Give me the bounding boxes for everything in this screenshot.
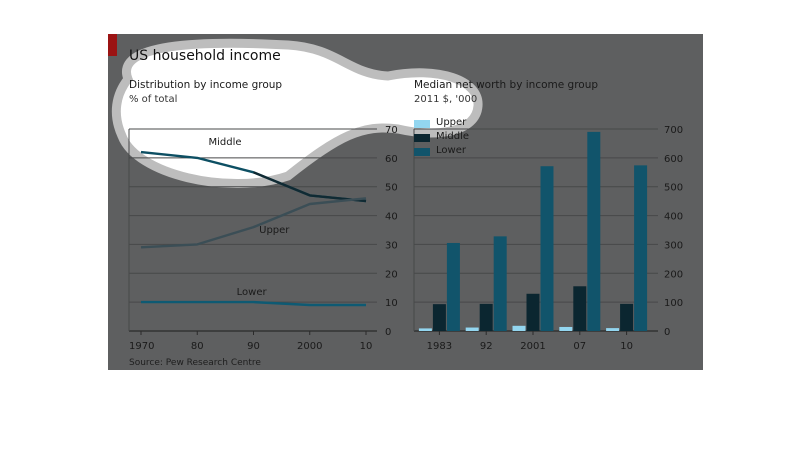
left-chart-title: Distribution by income group <box>129 79 283 91</box>
y-tick-label: 700 <box>664 125 683 136</box>
source-note: Source: Pew Research Centre <box>129 358 261 368</box>
line-chart: 0 10 20 30 40 50 60 70 1970 80 90 2000 10 Middle Upper… <box>128 125 398 352</box>
y-tick-label: 20 <box>385 269 398 280</box>
legend-label-middle: Middle <box>436 131 470 142</box>
bar-upper <box>606 328 620 331</box>
x-tick-label: 10 <box>360 341 373 352</box>
y-tick-label: 60 <box>385 154 398 165</box>
right-chart-title: Median net worth by income group <box>414 79 599 91</box>
bar-lower <box>634 165 648 331</box>
legend-label-upper: Upper <box>436 117 467 128</box>
x-tick-label: 92 <box>480 341 493 352</box>
y-tick-label: 400 <box>664 212 683 223</box>
x-tick-label: 2001 <box>520 341 545 352</box>
bar-lower <box>446 242 460 331</box>
series-label-middle: Middle <box>209 137 242 148</box>
bar-upper <box>418 328 432 331</box>
x-tick-label: 10 <box>620 341 633 352</box>
right-chart-subtitle: 2011 $, '000 <box>414 94 478 105</box>
y-tick-label: 0 <box>385 327 391 338</box>
y-tick-label: 200 <box>664 269 683 280</box>
figure-title: US household income <box>129 48 281 64</box>
bar-middle <box>432 304 446 331</box>
y-tick-label: 500 <box>664 183 683 194</box>
x-tick-label: 90 <box>247 341 260 352</box>
legend-label-lower: Lower <box>436 145 466 156</box>
bar-middle <box>479 303 493 331</box>
legend-swatch-upper <box>414 120 430 128</box>
x-tick-label: 1970 <box>129 341 154 352</box>
y-tick-label: 40 <box>385 212 398 223</box>
chart-figure: US household income Distribution by inco… <box>108 34 703 370</box>
y-tick-label: 100 <box>664 298 683 309</box>
legend-swatch-lower <box>414 148 430 156</box>
y-tick-label: 50 <box>385 183 398 194</box>
y-tick-label: 30 <box>385 240 398 251</box>
y-tick-label: 300 <box>664 240 683 251</box>
series-label-lower: Lower <box>237 287 268 298</box>
bar-middle <box>526 293 540 331</box>
x-tick-label: 1983 <box>427 341 452 352</box>
y-tick-label: 70 <box>385 125 398 136</box>
bar-middle <box>573 286 587 331</box>
accent-bar <box>108 34 117 56</box>
bar-lower <box>540 166 554 331</box>
left-chart-subtitle: % of total <box>129 94 178 105</box>
series-line-lower <box>141 300 366 307</box>
bar-middle <box>620 303 634 331</box>
bar-lower <box>587 131 601 331</box>
x-tick-label: 07 <box>573 341 586 352</box>
series-line-upper <box>140 197 367 249</box>
highlight-spotlight <box>111 38 483 189</box>
bar-lower <box>493 236 507 331</box>
y-tick-label: 0 <box>664 327 670 338</box>
bar-chart: 0 100 200 300 400 500 600 700 1983 92 2001 07 10 <box>413 125 683 352</box>
bar-upper <box>512 325 526 331</box>
bar-upper <box>559 326 573 331</box>
x-tick-label: 2000 <box>297 341 322 352</box>
y-tick-label: 600 <box>664 154 683 165</box>
y-tick-label: 10 <box>385 298 398 309</box>
legend-swatch-middle <box>414 134 430 142</box>
series-label-upper: Upper <box>259 225 290 236</box>
bar-upper <box>465 327 479 331</box>
x-tick-label: 80 <box>191 341 204 352</box>
